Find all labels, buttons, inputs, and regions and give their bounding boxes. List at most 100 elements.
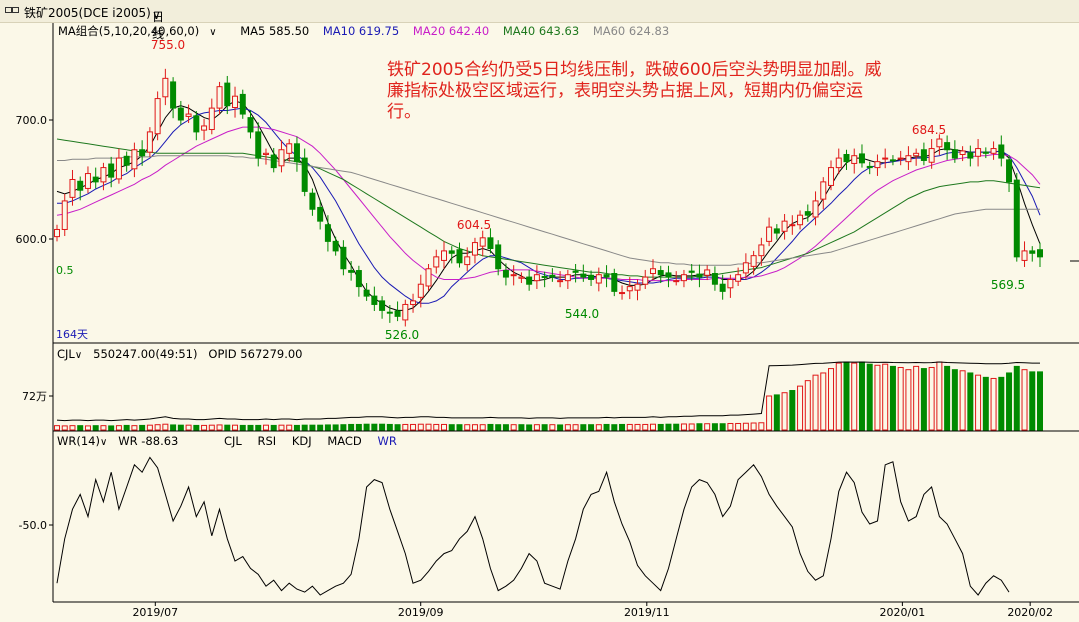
volume-bar [719,423,726,431]
tab-kdj[interactable]: KDJ [291,434,312,448]
volume-bar [572,424,579,431]
volume-bar [433,423,440,431]
candle-body [789,224,796,227]
volume-bar [750,422,757,431]
candle-body [866,165,873,169]
volume-bar [208,424,215,431]
volume-bar [317,424,324,431]
volume-bar [69,425,76,431]
volume-bar [913,365,920,431]
candle-body [967,152,974,159]
candle-body [123,155,130,166]
volume-bar [100,425,107,431]
candle-body [603,274,610,278]
candle-body [975,148,982,157]
volume-bar [611,424,618,431]
volume-bar [54,425,60,431]
ma-line-ma20 [56,126,1041,282]
tab-cjl[interactable]: CJL [224,434,242,448]
symbol-title: 铁矿2005(DCE i2005) [24,6,151,20]
candle-body [998,144,1005,159]
volume-bar [402,423,409,431]
candle-body [479,237,486,247]
candle-body [735,274,742,282]
volume-bar [549,424,556,431]
volume-bar [595,424,602,431]
volume-bar [487,423,494,431]
candle-body [750,255,757,267]
volume-bar [510,424,517,431]
volume-bar [588,424,595,431]
volume-bar [665,423,672,431]
candle-body [781,220,788,232]
candle-body [317,206,324,222]
volume-bar [982,376,989,431]
ma-group-label: MA组合(5,10,20,40,60,0) [58,24,200,38]
volume-bar [502,424,509,431]
volume-bar [239,424,246,431]
legend-ma20: MA20 642.40 [412,24,490,38]
volume-bar [224,424,231,431]
candle-body [177,107,184,121]
tab-wr[interactable]: WR [377,434,397,448]
volume-bar [456,424,463,431]
candle-body [433,256,440,268]
candle-body [193,115,200,133]
volume-bar [479,424,486,431]
candle-body [441,250,448,261]
volume-bar [146,424,153,431]
volume-bar [410,423,417,431]
candle-body [92,176,99,183]
volume-bar [441,423,448,431]
candle-body [758,244,765,257]
volume-bar [680,423,687,431]
volume-bar [270,424,277,431]
candle-body [851,155,858,164]
chevron-down-icon: ∨ [74,350,83,361]
volume-bar [332,424,339,431]
volume-bar [177,424,184,431]
candle-body [262,152,269,156]
volume-bar [262,424,269,431]
candle-body [541,275,548,278]
volume-bar [533,424,540,431]
candle-body [417,283,424,298]
candle-body [510,274,517,277]
candle-body [162,77,169,98]
candle-body [216,86,223,109]
candle-body [990,148,997,154]
volume-bar [371,423,378,431]
candle-body [108,163,115,178]
opid-line [56,361,1040,422]
tab-macd[interactable]: MACD [327,434,362,448]
cjl-value: 550247.00(49:51) [93,347,198,361]
candle-body [828,167,835,186]
candle-body [588,274,595,280]
candle-body [696,273,703,278]
volume-bar [170,424,177,431]
volume-bar [92,425,99,431]
title-bar: 铁矿2005(DCE i2005) 日线 ∨ [0,0,1079,41]
candle-body [611,273,618,292]
volume-bar [735,422,742,431]
days-label: 164天 [56,328,88,341]
volume-bar [781,392,788,431]
candle-body [649,268,656,275]
wr-selector[interactable]: WR(14)∨ [57,434,107,448]
link-icon [5,7,19,13]
volume-bar [425,423,432,431]
volume-bar [255,424,262,431]
chevron-down-icon: ∨ [99,437,108,448]
candle-body [115,157,122,180]
volume-bar [727,422,734,431]
volume-bar [471,424,478,431]
ma-group-selector[interactable]: MA组合(5,10,20,40,60,0) ∨ [58,24,227,38]
candle-body [843,154,850,163]
tab-rsi[interactable]: RSI [257,434,277,448]
volume-bar [797,385,804,431]
price-label: 755.0 [151,38,185,52]
y-tick-label: 700.0 [16,114,48,127]
cjl-selector[interactable]: CJL∨ [57,347,82,361]
volume-bar [657,423,664,431]
